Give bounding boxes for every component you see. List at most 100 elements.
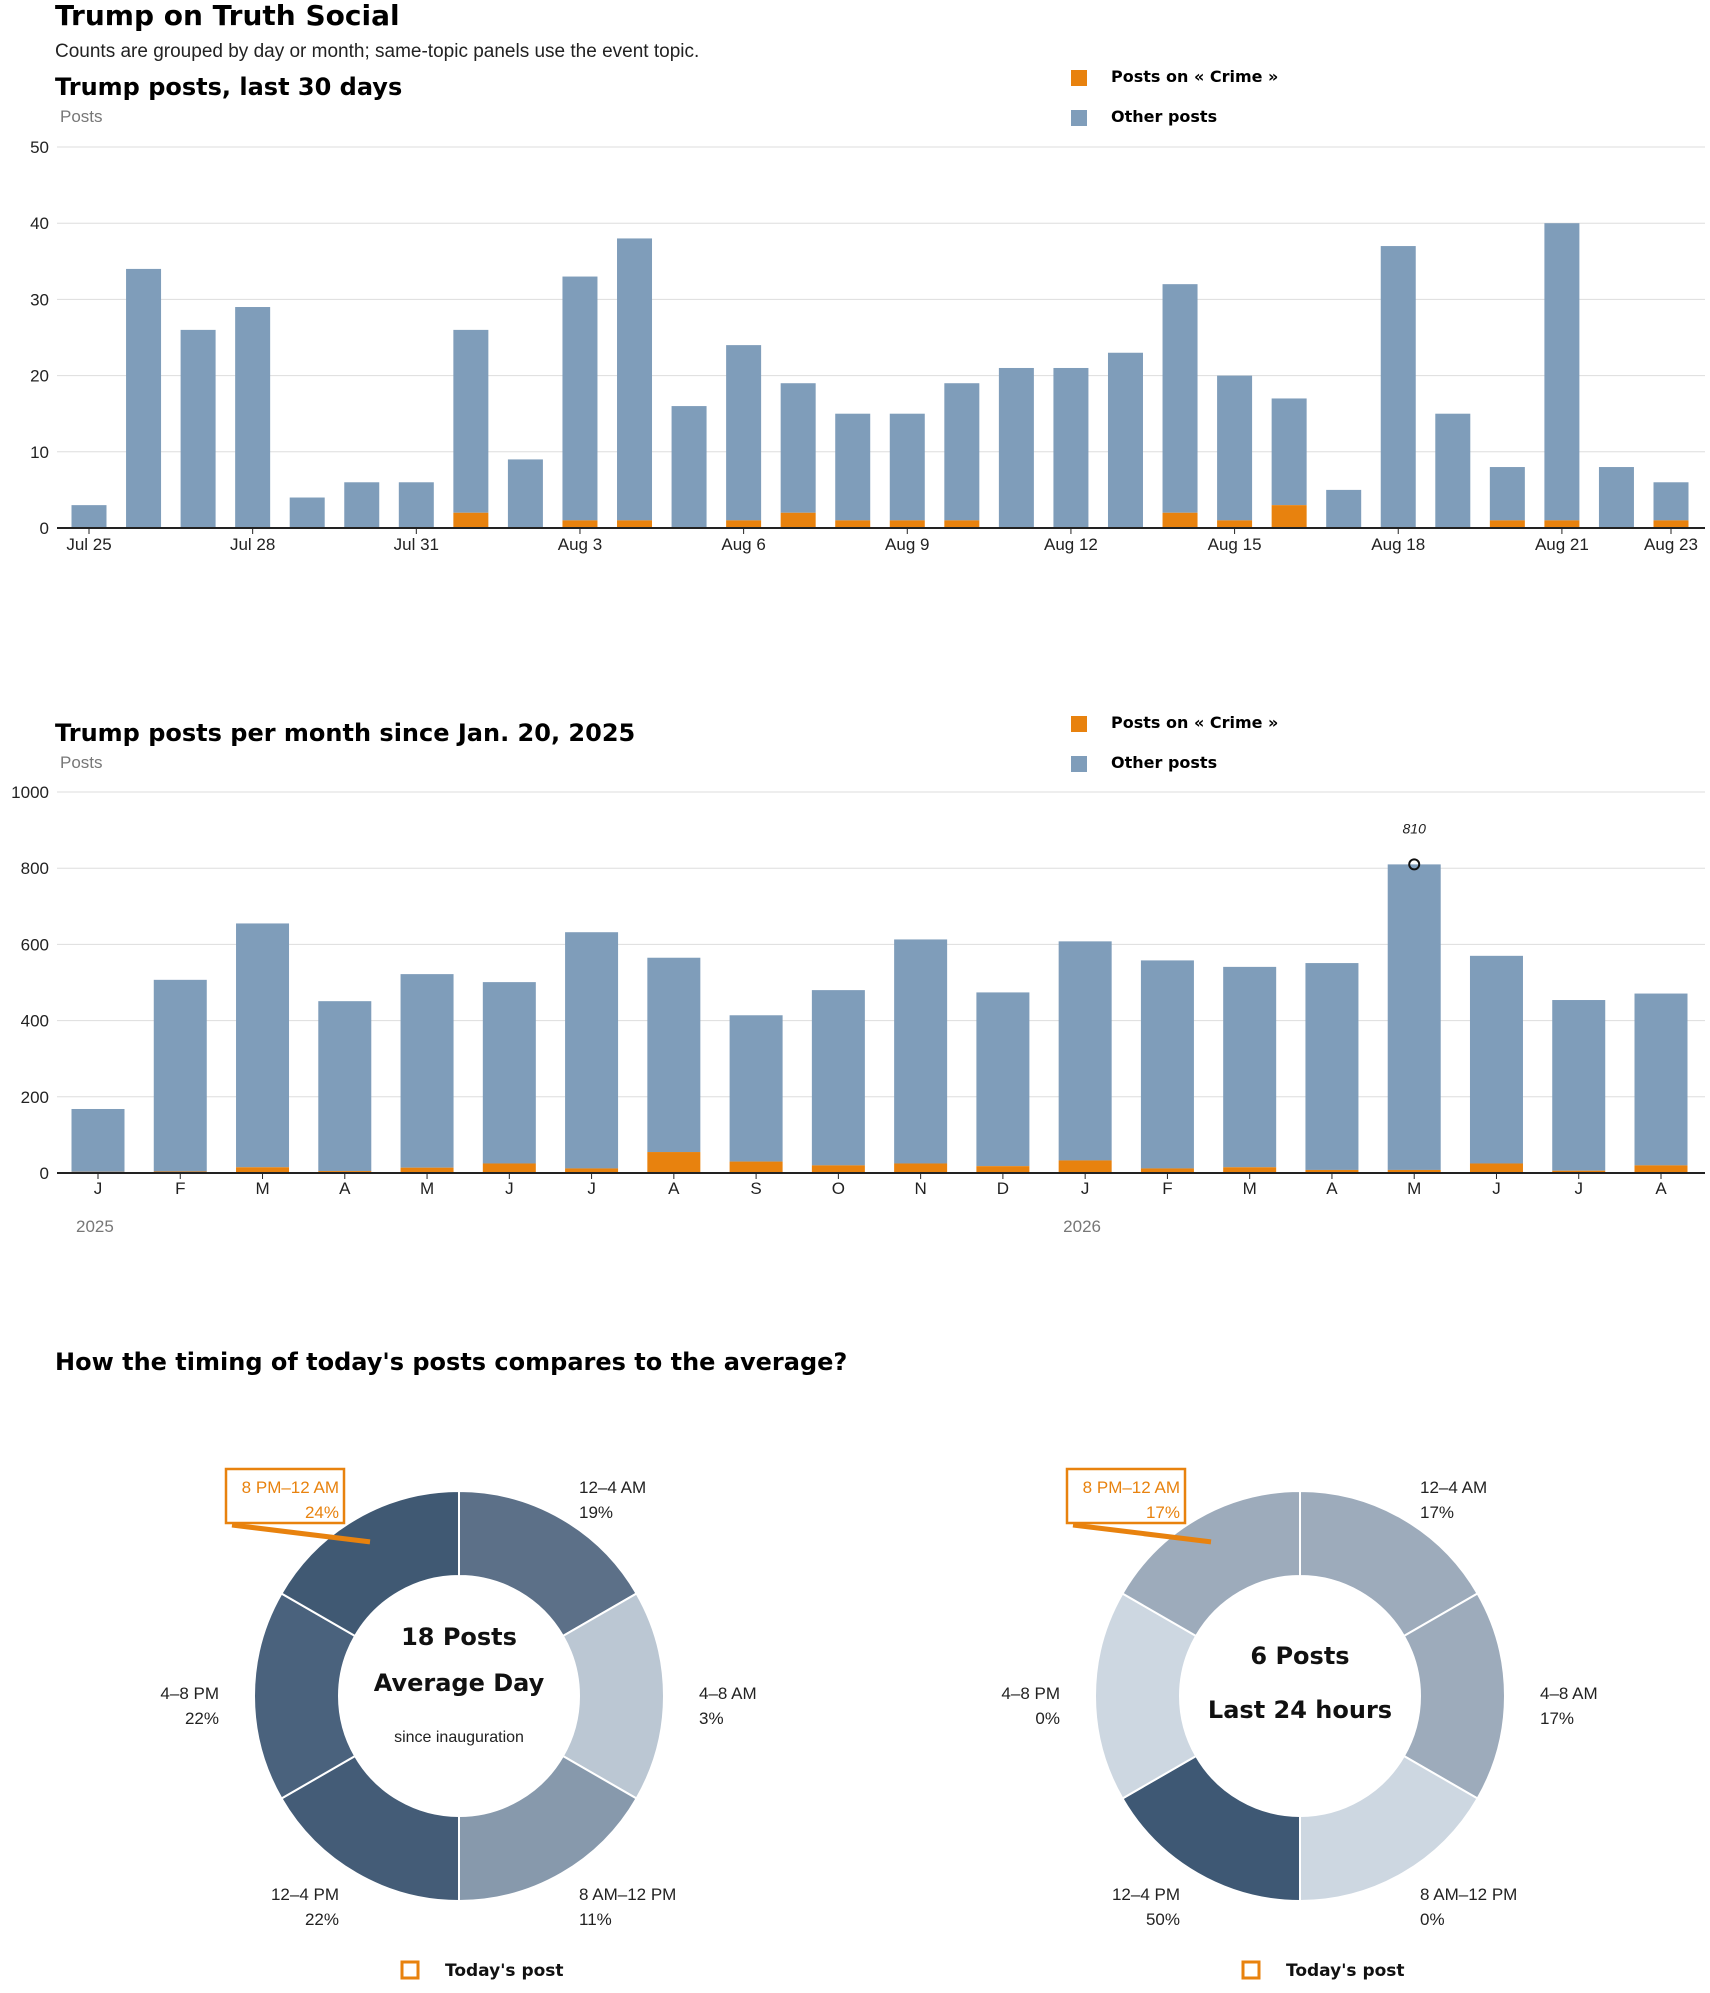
bar-topic <box>726 520 762 528</box>
legend-label-topic: Posts on « Crime » <box>1111 713 1278 732</box>
bar-other <box>453 329 489 513</box>
legend-swatch-topic <box>1071 70 1087 86</box>
bar-other <box>344 482 380 528</box>
slice-time-label: 12–4 PM <box>1112 1885 1180 1904</box>
donut-center-label: 6 Posts <box>1250 1642 1349 1670</box>
slice-time-label: 8 PM–12 AM <box>1083 1478 1180 1497</box>
bar-other <box>1140 960 1194 1169</box>
slice-percent-label: 50% <box>1146 1910 1180 1929</box>
x-tick-label: Aug 18 <box>1371 535 1425 554</box>
slice-percent-label: 22% <box>305 1910 339 1929</box>
bar-other <box>1107 352 1143 528</box>
bar-topic <box>976 1166 1030 1173</box>
bar-other <box>507 459 543 528</box>
legend-swatch-other <box>1071 110 1087 126</box>
bar-other <box>1058 941 1112 1161</box>
bar-topic <box>1469 1163 1523 1173</box>
todays-post-legend-label: Today's post <box>1286 1961 1405 1981</box>
bar-other <box>289 497 325 528</box>
bar-topic <box>1271 505 1307 528</box>
donut-center-label: Last 24 hours <box>1208 1696 1392 1724</box>
slice-percent-label: 11% <box>579 1910 612 1929</box>
bar-other <box>1387 864 1441 1170</box>
peak-value-label: 810 <box>1403 820 1427 836</box>
slice-time-label: 12–4 AM <box>1420 1478 1487 1497</box>
y-tick-label: 0 <box>40 519 49 538</box>
x-tick-label: Jul 31 <box>394 535 439 554</box>
bar-other <box>780 383 816 513</box>
x-tick-label: M <box>1243 1179 1257 1198</box>
slice-time-label: 4–8 AM <box>1540 1684 1598 1703</box>
bar-topic <box>944 520 980 528</box>
bar-topic <box>1634 1165 1688 1173</box>
x-tick-label: Aug 9 <box>885 535 929 554</box>
bar-other <box>1598 467 1634 528</box>
legend-label-other: Other posts <box>1111 753 1217 772</box>
slice-time-label: 12–4 PM <box>271 1885 339 1904</box>
bar-topic <box>780 512 816 528</box>
legend-swatch-topic <box>1071 716 1087 732</box>
todays-post-marker <box>1072 1522 1212 1545</box>
bar-topic <box>562 520 598 528</box>
highlight-label-box <box>1065 1467 1187 1525</box>
bar-other <box>71 1108 125 1172</box>
bar-topic <box>1223 1167 1277 1173</box>
bar-topic <box>1058 1160 1112 1173</box>
x-tick-label: M <box>420 1179 434 1198</box>
y-tick-label: 1000 <box>11 783 49 802</box>
x-tick-label: F <box>1162 1179 1172 1198</box>
bar-other <box>565 932 619 1169</box>
bar-other <box>236 923 290 1168</box>
bar-topic <box>565 1168 619 1173</box>
chart2-x-ticks: J F M A M J J A S O N D J F M A M J J A 2025 2026 <box>76 1173 1667 1236</box>
bar-other <box>1489 467 1525 521</box>
y-tick-label: 20 <box>30 367 49 386</box>
slice-time-label: 4–8 PM <box>160 1684 219 1703</box>
bar-other <box>647 957 701 1153</box>
slice-percent-label: 24% <box>305 1503 339 1522</box>
x-tick-label: A <box>1655 1179 1667 1198</box>
chart1-y-unit: Posts <box>60 107 103 126</box>
slice-time-label: 8 PM–12 AM <box>242 1478 339 1497</box>
todays-post-legend-icon <box>1241 1960 1261 1980</box>
bar-other <box>889 413 925 521</box>
x-tick-label: Jul 25 <box>66 535 111 554</box>
bar-other <box>944 383 980 521</box>
y-tick-label: 40 <box>30 214 49 233</box>
slice-time-label: 8 AM–12 PM <box>579 1885 676 1904</box>
bar-other <box>617 238 653 521</box>
chart1-legend: Posts on « Crime » Other posts <box>1071 67 1278 126</box>
y-tick-label: 0 <box>40 1164 49 1183</box>
bar-other <box>1326 489 1362 528</box>
slice-percent-label: 17% <box>1420 1503 1454 1522</box>
bar-other <box>153 979 207 1172</box>
bar-other <box>1435 413 1471 528</box>
x-tick-label: A <box>668 1179 680 1198</box>
x-tick-label: J <box>1081 1179 1090 1198</box>
y-tick-label: 200 <box>21 1088 49 1107</box>
bar-other <box>398 482 434 528</box>
year-label: 2026 <box>1063 1217 1101 1236</box>
slice-time-label: 4–8 AM <box>699 1684 757 1703</box>
x-tick-label: Aug 3 <box>558 535 602 554</box>
bar-other <box>1552 1000 1606 1171</box>
bar-topic <box>889 520 925 528</box>
peak-marker <box>1408 858 1421 871</box>
bar-topic <box>1305 1169 1359 1173</box>
legend-label-other: Other posts <box>1111 107 1217 126</box>
x-tick-label: Aug 23 <box>1644 535 1698 554</box>
todays-post-legend-label: Today's post <box>445 1961 564 1981</box>
bar-topic <box>1387 1169 1441 1173</box>
bar-topic <box>894 1163 948 1173</box>
bar-other <box>318 1001 372 1172</box>
x-tick-label: M <box>255 1179 269 1198</box>
bar-topic <box>1544 520 1580 528</box>
chart2-bars <box>57 864 1705 1174</box>
x-tick-label: J <box>505 1179 514 1198</box>
bar-topic <box>811 1165 865 1173</box>
bar-other <box>811 990 865 1166</box>
bar-other <box>400 974 454 1168</box>
chart1-x-ticks: Jul 25 Jul 28 Jul 31 Aug 3 Aug 6 Aug 9 Aug 12 A… <box>66 528 1698 554</box>
bar-other <box>998 367 1034 528</box>
